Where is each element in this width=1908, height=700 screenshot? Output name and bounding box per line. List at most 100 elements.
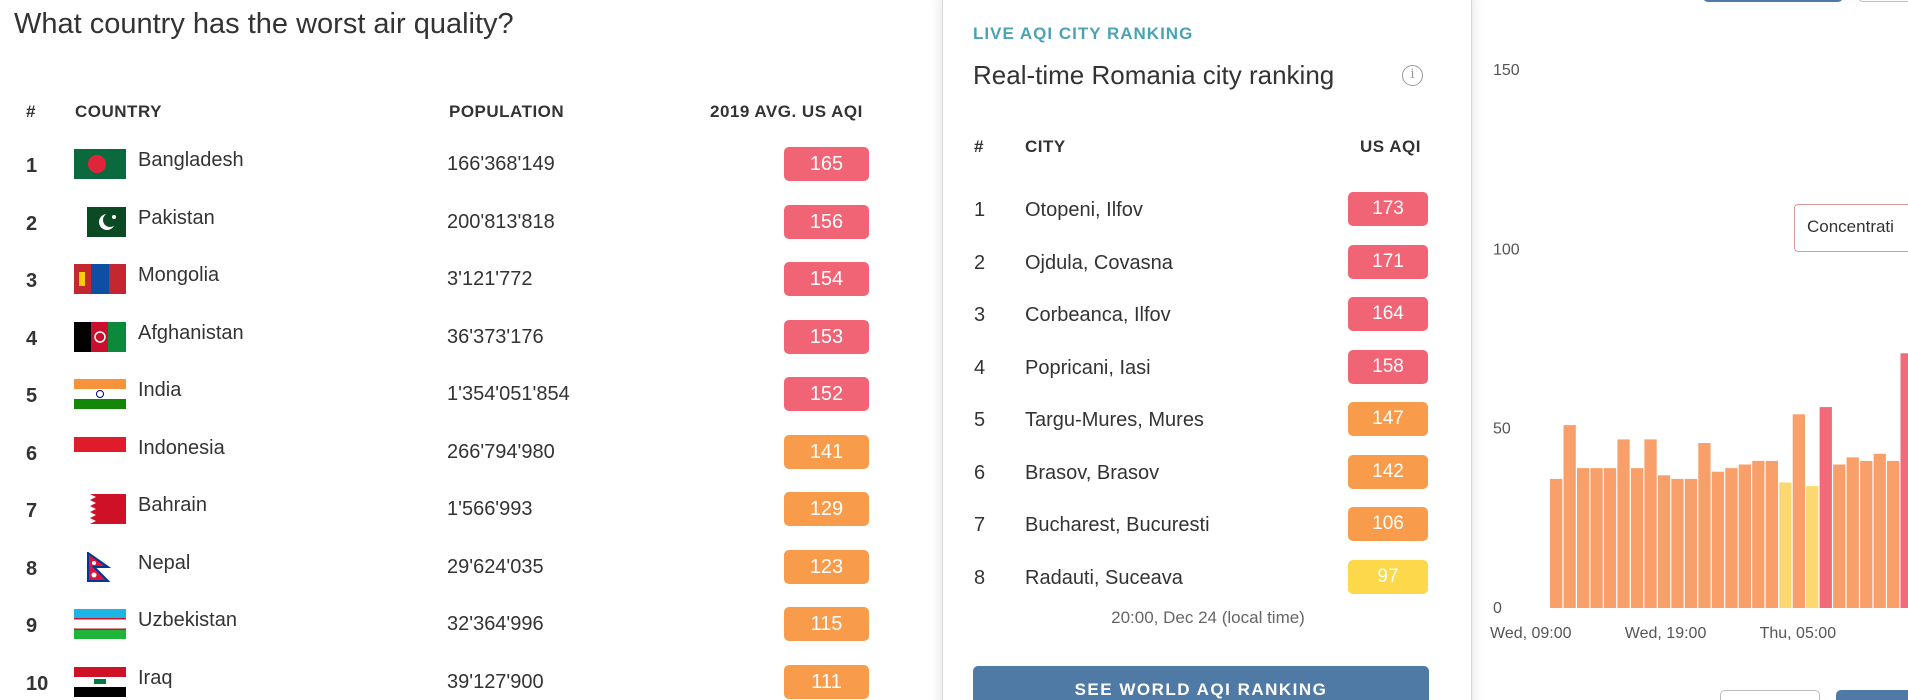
chart-bar[interactable]: [1684, 478, 1698, 608]
chart-bar[interactable]: [1617, 439, 1630, 608]
country-rank: 6: [26, 442, 38, 465]
country-aqi-badge: 153: [784, 319, 869, 354]
chart-bar[interactable]: [1590, 468, 1603, 608]
chart-bar[interactable]: [1765, 460, 1778, 608]
country-ranking-panel: What country has the worst air quality? …: [0, 0, 930, 700]
country-rank: 3: [26, 270, 38, 292]
country-row[interactable]: 6 Indonesia 266'794'980 141: [0, 427, 930, 484]
country-name[interactable]: Iraq: [138, 666, 173, 689]
city-rank: 2: [974, 251, 986, 274]
city-row[interactable]: 8 Radauti, Suceava 97: [943, 554, 1473, 606]
indonesia-flag-icon: [74, 436, 126, 467]
chart-toggle-button-primary[interactable]: [1703, 0, 1843, 2]
info-icon[interactable]: i: [1402, 65, 1423, 86]
city-row[interactable]: 1 Otopeni, Ilfov 173: [943, 186, 1473, 238]
see-world-ranking-button[interactable]: SEE WORLD AQI RANKING: [973, 666, 1429, 700]
y-tick-label: 50: [1493, 421, 1511, 438]
chart-bar[interactable]: [1900, 353, 1908, 608]
city-aqi-badge: 142: [1348, 454, 1428, 489]
india-flag-icon: [74, 379, 126, 409]
col-header-aqi: 2019 AVG. US AQI: [710, 102, 863, 121]
country-name[interactable]: Afghanistan: [138, 321, 244, 344]
chart-bar[interactable]: [1873, 453, 1886, 608]
col-header-population: POPULATION: [449, 102, 565, 121]
chart-period-button-secondary[interactable]: [1720, 690, 1820, 700]
uzbekistan-flag-icon: [74, 609, 126, 639]
chart-bar[interactable]: [1833, 464, 1846, 609]
city-row[interactable]: 4 Popricani, Iasi 158: [943, 344, 1473, 396]
country-population: 36'373'176: [447, 325, 544, 348]
country-aqi-badge: 111: [784, 664, 869, 699]
country-name[interactable]: Bangladesh: [138, 149, 244, 171]
city-name[interactable]: Popricani, Iasi: [1025, 356, 1151, 379]
city-name[interactable]: Targu-Mures, Mures: [1025, 409, 1204, 431]
country-name[interactable]: Mongolia: [138, 264, 220, 286]
chart-bar[interactable]: [1698, 443, 1711, 608]
country-row[interactable]: 5 India 1'354'051'854 152: [0, 369, 930, 426]
country-row[interactable]: 1 Bangladesh 166'368'149 165: [0, 139, 930, 196]
country-population: 266'794'980: [447, 440, 555, 463]
chart-bar[interactable]: [1887, 460, 1900, 608]
city-aqi-badge: 106: [1348, 507, 1428, 541]
chart-bar[interactable]: [1711, 471, 1725, 608]
city-name[interactable]: Corbeanca, Ilfov: [1025, 304, 1171, 326]
country-row[interactable]: 4 Afghanistan 36'373'176 153: [0, 312, 930, 369]
chart-bar[interactable]: [1577, 468, 1590, 608]
chart-bar[interactable]: [1630, 468, 1644, 608]
chart-bar[interactable]: [1657, 475, 1671, 608]
country-aqi-badge: 152: [784, 377, 869, 411]
country-name[interactable]: Nepal: [138, 551, 191, 574]
chart-bar[interactable]: [1819, 407, 1832, 608]
city-name[interactable]: Brasov, Brasov: [1025, 461, 1160, 484]
city-name[interactable]: Ojdula, Covasna: [1025, 251, 1173, 274]
country-population: 1'566'993: [447, 498, 533, 520]
country-name[interactable]: Pakistan: [138, 206, 215, 229]
chart-bar[interactable]: [1563, 425, 1576, 608]
chart-bar[interactable]: [1603, 468, 1617, 608]
country-name[interactable]: Bahrain: [138, 494, 207, 516]
chart-bar[interactable]: [1752, 460, 1765, 608]
country-population: 200'813'818: [447, 210, 555, 233]
country-row[interactable]: 7 Bahrain 1'566'993 129: [0, 484, 930, 541]
chart-bar[interactable]: [1806, 486, 1819, 608]
city-row[interactable]: 5 Targu-Mures, Mures 147: [943, 396, 1473, 448]
country-name[interactable]: Uzbekistan: [138, 609, 237, 631]
country-row[interactable]: 9 Uzbekistan 32'364'996 115: [0, 599, 930, 656]
nepal-flag-icon: [74, 551, 126, 582]
local-time-label: 20:00, Dec 24 (local time): [1111, 608, 1305, 627]
chart-bar[interactable]: [1644, 439, 1657, 608]
city-aqi-badge: 147: [1348, 402, 1428, 436]
chart-period-button-primary[interactable]: [1836, 690, 1908, 700]
chart-bar[interactable]: [1779, 482, 1792, 609]
chart-bar[interactable]: [1671, 478, 1684, 608]
iraq-flag-icon: [74, 666, 126, 697]
chart-bar[interactable]: [1738, 464, 1751, 609]
city-row[interactable]: 2 Ojdula, Covasna 171: [943, 239, 1473, 291]
country-row[interactable]: 8 Nepal 29'624'035 123: [0, 542, 930, 599]
chart-bar[interactable]: [1725, 468, 1738, 608]
city-row[interactable]: 3 Corbeanca, Ilfov 164: [943, 291, 1473, 343]
country-aqi-badge: 115: [784, 607, 869, 641]
chart-bar[interactable]: [1550, 478, 1563, 608]
city-col-header-aqi: US AQI: [1360, 137, 1421, 156]
chart-bar[interactable]: [1860, 460, 1873, 608]
country-row[interactable]: 2 Pakistan 200'813'818 156: [0, 197, 930, 254]
country-aqi-badge: 141: [784, 434, 869, 469]
country-row[interactable]: 3 Mongolia 3'121'772 154: [0, 254, 930, 311]
y-tick-label: 100: [1493, 241, 1520, 258]
city-rank: 7: [974, 514, 986, 536]
city-row[interactable]: 7 Bucharest, Bucuresti 106: [943, 501, 1473, 553]
city-name[interactable]: Bucharest, Bucuresti: [1025, 514, 1210, 536]
aqi-history-chart: 0 50 100 150 Wed, 09:00 Wed, 19:00 Thu, 05:00 …: [1478, 0, 1908, 700]
city-name[interactable]: Otopeni, Ilfov: [1025, 199, 1143, 221]
city-row[interactable]: 6 Brasov, Brasov 142: [943, 449, 1473, 501]
chart-bar[interactable]: [1792, 414, 1805, 608]
country-name[interactable]: Indonesia: [138, 436, 225, 459]
chart-bar[interactable]: [1846, 457, 1859, 608]
city-name[interactable]: Radauti, Suceava: [1025, 566, 1183, 589]
country-aqi-badge: 154: [784, 262, 869, 296]
country-name[interactable]: India: [138, 379, 182, 401]
country-row[interactable]: 10 Iraq 39'127'900 111: [0, 657, 930, 700]
country-aqi-badge: 129: [784, 492, 869, 526]
city-aqi-badge: 164: [1348, 297, 1428, 331]
